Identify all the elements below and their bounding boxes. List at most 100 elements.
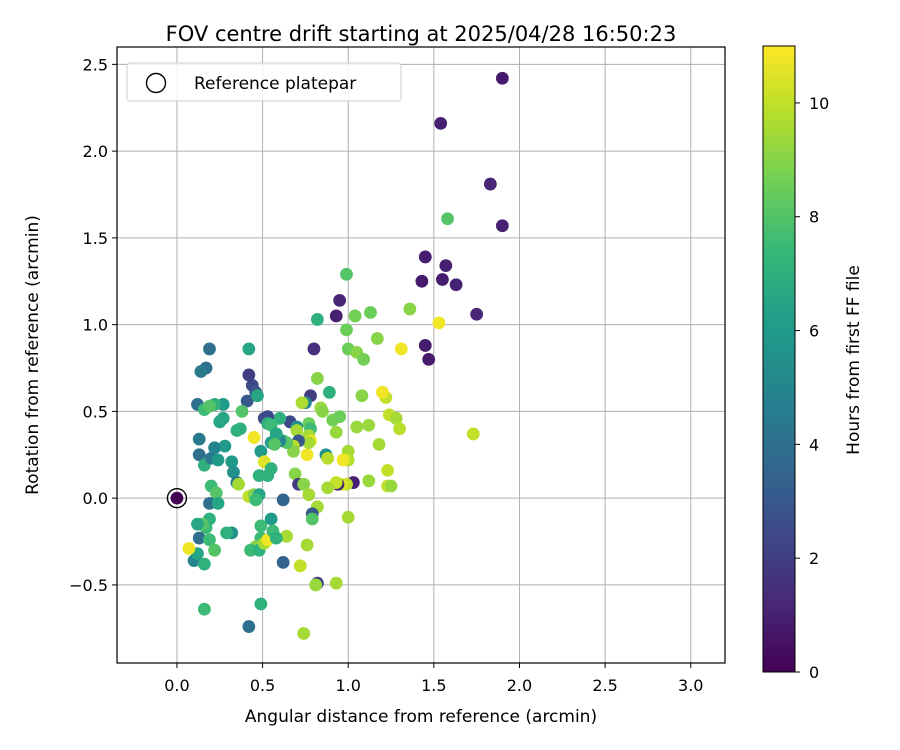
legend-marker xyxy=(145,72,167,94)
colorbar-tick-label: 10 xyxy=(809,94,829,113)
chart-title: FOV centre drift starting at 2025/04/28 … xyxy=(166,22,677,46)
data-point xyxy=(381,463,395,477)
data-point xyxy=(483,177,497,191)
data-point xyxy=(293,559,307,573)
data-point xyxy=(348,309,362,323)
data-point xyxy=(300,538,314,552)
x-tick-label: 0.5 xyxy=(250,676,275,695)
data-point xyxy=(276,493,290,507)
data-point xyxy=(355,389,369,403)
data-point xyxy=(191,517,204,531)
data-point xyxy=(329,309,343,323)
data-point xyxy=(466,427,480,441)
data-point xyxy=(449,278,463,292)
data-point xyxy=(436,273,449,286)
data-point xyxy=(242,620,256,633)
x-axis-ticks: 0.0 0.5 1.0 1.5 2.0 2.5 3.0 xyxy=(164,663,703,695)
y-tick-label: −0.5 xyxy=(69,576,108,595)
y-tick-label: 1.0 xyxy=(83,316,108,335)
data-point xyxy=(269,427,283,441)
grid-lines xyxy=(117,47,725,663)
data-point xyxy=(264,512,278,526)
data-point xyxy=(232,477,246,491)
data-point xyxy=(192,432,206,446)
data-point xyxy=(439,259,453,273)
data-point xyxy=(254,444,268,458)
data-point xyxy=(254,597,268,611)
data-point xyxy=(209,486,223,500)
data-point xyxy=(218,439,232,453)
data-point xyxy=(309,578,323,592)
data-point xyxy=(242,342,256,356)
data-point xyxy=(230,424,244,437)
data-point xyxy=(393,422,406,436)
x-tick-label: 3.0 xyxy=(678,676,703,695)
data-point xyxy=(384,479,398,493)
x-tick-label: 1.5 xyxy=(421,676,446,695)
colorbar-tick-label: 2 xyxy=(809,549,819,568)
x-axis-label: Angular distance from reference (arcmin) xyxy=(245,707,597,727)
x-tick-label: 1.0 xyxy=(335,676,360,695)
data-point xyxy=(297,477,311,491)
colorbar-gradient xyxy=(762,45,796,673)
data-point xyxy=(208,441,222,455)
data-point xyxy=(203,399,216,413)
data-point xyxy=(182,542,196,555)
data-point xyxy=(302,488,316,502)
data-point xyxy=(389,411,403,425)
data-point xyxy=(307,342,321,356)
data-point xyxy=(376,385,389,399)
y-tick-label: 0.5 xyxy=(83,402,108,421)
data-point xyxy=(295,396,309,410)
data-point xyxy=(340,323,353,337)
data-point xyxy=(341,510,355,524)
x-tick-label: 2.5 xyxy=(592,676,617,695)
data-point xyxy=(495,219,509,233)
data-point xyxy=(441,212,454,226)
data-point xyxy=(305,512,319,526)
colorbar-tick-label: 0 xyxy=(809,663,819,682)
data-point xyxy=(208,543,222,557)
data-point xyxy=(329,425,343,439)
data-point xyxy=(235,404,249,418)
data-point xyxy=(310,313,324,326)
data-point xyxy=(297,627,311,640)
data-point xyxy=(211,496,225,510)
data-point xyxy=(362,418,376,432)
colorbar-label: Hours from first FF file xyxy=(844,265,864,455)
data-point xyxy=(310,372,324,385)
data-point xyxy=(300,448,314,462)
data-point xyxy=(336,453,350,467)
data-point xyxy=(249,493,263,507)
y-tick-label: 1.5 xyxy=(83,229,108,248)
data-point xyxy=(194,365,208,378)
data-point xyxy=(192,448,206,462)
data-point xyxy=(415,274,429,288)
x-tick-label: 2.0 xyxy=(507,676,532,695)
data-point xyxy=(280,529,293,543)
data-point xyxy=(197,602,211,616)
data-point xyxy=(434,116,448,130)
y-axis-ticks: −0.5 0.0 0.5 1.0 1.5 2.0 2.5 xyxy=(69,55,117,595)
data-point xyxy=(213,415,227,429)
data-point xyxy=(220,526,234,540)
colorbar-tick-label: 6 xyxy=(809,322,819,341)
data-point xyxy=(364,306,377,319)
y-tick-label: 2.5 xyxy=(83,55,108,74)
data-point xyxy=(203,342,216,356)
data-point xyxy=(418,250,432,264)
data-point xyxy=(340,267,353,281)
data-point xyxy=(290,424,304,437)
data-point xyxy=(225,455,239,469)
legend: Reference platepar xyxy=(126,62,402,102)
y-tick-label: 0.0 xyxy=(83,489,108,508)
data-point xyxy=(264,462,278,476)
colorbar: 0 2 4 6 8 10 Hours from first FF file xyxy=(762,45,864,682)
colorbar-ticks: 0 2 4 6 8 10 xyxy=(795,94,829,682)
data-point xyxy=(203,533,216,547)
data-point xyxy=(302,436,316,450)
data-point xyxy=(495,71,509,85)
data-point xyxy=(470,307,484,321)
data-point xyxy=(197,557,211,571)
